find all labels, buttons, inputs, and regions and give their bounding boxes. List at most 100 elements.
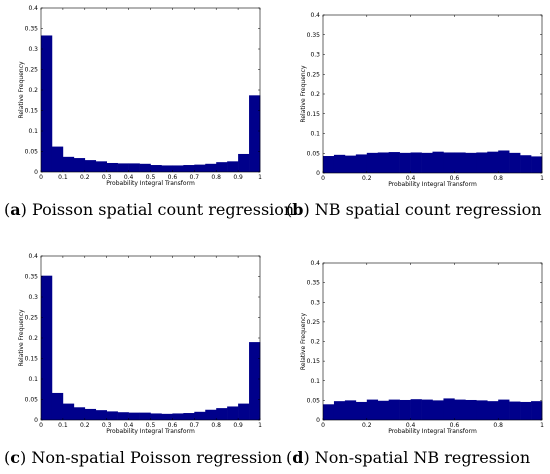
x-tick-label: 0.3 — [102, 422, 112, 429]
bar — [150, 413, 162, 420]
bar — [487, 401, 499, 420]
x-tick-label: 0 — [39, 422, 43, 429]
bar — [84, 408, 97, 420]
y-tick-label: 0.15 — [307, 358, 321, 365]
y-tick-label: 0.3 — [310, 299, 320, 306]
y-axis-label: Relative Frequency — [300, 65, 307, 123]
y-tick-label: 0.3 — [310, 52, 320, 59]
x-axis-label: Probability Integral Transform — [106, 180, 195, 187]
x-tick-label: 0.5 — [146, 174, 156, 181]
bar — [432, 151, 444, 173]
x-tick-label: 0.4 — [406, 175, 416, 182]
bar — [509, 152, 521, 173]
x-tick-label: 0.6 — [168, 422, 178, 429]
bar — [84, 160, 97, 172]
x-axis-label: Probability Integral Transform — [388, 428, 477, 435]
x-tick-label: 0.6 — [168, 174, 178, 181]
caption-a: (a) Poisson spatial count regression — [4, 200, 295, 219]
bar — [139, 412, 151, 420]
y-tick-label: 0.35 — [25, 26, 39, 33]
caption-b: (b) NB spatial count regression — [286, 200, 542, 219]
bar — [366, 399, 379, 420]
y-tick-label: 0.15 — [25, 108, 39, 115]
bar — [95, 161, 107, 172]
y-tick-label: 0.3 — [28, 46, 38, 53]
x-tick-label: 1 — [540, 175, 544, 182]
y-tick-label: 0.3 — [28, 294, 38, 301]
y-tick-label: 0.25 — [307, 71, 321, 78]
x-tick-label: 0.8 — [493, 175, 503, 182]
bar — [51, 392, 64, 420]
bar — [238, 153, 250, 172]
y-tick-label: 0.2 — [28, 335, 38, 342]
bar — [498, 399, 510, 420]
y-tick-label: 0.1 — [310, 131, 320, 138]
bar — [249, 95, 261, 172]
bar — [183, 165, 195, 172]
bar — [520, 401, 532, 420]
y-tick-label: 0.4 — [28, 5, 38, 12]
caption-b-letter: b — [292, 200, 304, 219]
y-tick-label: 0.2 — [310, 91, 320, 98]
bar — [323, 156, 335, 173]
y-tick-label: 0 — [34, 417, 38, 424]
bar — [216, 162, 228, 172]
x-tick-label: 0.7 — [190, 174, 200, 181]
x-tick-label: 0.2 — [80, 174, 90, 181]
x-tick-label: 0.8 — [211, 422, 221, 429]
caption-d: (d) Non-spatial NB regression — [286, 448, 531, 467]
bar — [531, 401, 543, 420]
bar — [139, 163, 151, 172]
x-tick-label: 0.4 — [406, 422, 416, 429]
chart-c: 0 0.1 0.2 0.3 0.4 0.5 0.6 0.7 0.8 0.9 1 0 0.05 0.1 0.1… — [18, 253, 262, 435]
bar — [128, 163, 140, 172]
y-tick-label: 0 — [316, 170, 320, 177]
bar — [333, 154, 346, 173]
bar — [476, 152, 488, 173]
bar — [454, 399, 466, 420]
bar — [161, 413, 173, 420]
bar — [73, 407, 86, 420]
x-tick-label: 0.2 — [80, 422, 90, 429]
x-tick-label: 0 — [39, 174, 43, 181]
bar — [323, 404, 335, 420]
bar — [194, 411, 206, 420]
x-tick-label: 1 — [258, 422, 262, 429]
y-axis-label: Relative Frequency — [18, 309, 25, 367]
bar — [106, 162, 118, 172]
bar — [443, 398, 455, 420]
bar — [377, 152, 389, 173]
bar — [344, 155, 357, 173]
y-tick-label: 0.4 — [310, 260, 320, 267]
axes-frame — [40, 255, 261, 421]
y-tick-label: 0.25 — [25, 67, 39, 74]
caption-c-text: Non-spatial Poisson regression — [26, 448, 283, 467]
x-tick-label: 1 — [540, 422, 544, 429]
bar — [432, 400, 444, 420]
y-tick-label: 0.25 — [25, 315, 39, 322]
caption-d-text: Non-spatial NB regression — [309, 448, 531, 467]
x-tick-label: 0.4 — [124, 422, 134, 429]
y-tick-label: 0.2 — [310, 339, 320, 346]
y-tick-label: 0.35 — [307, 32, 321, 39]
x-tick-label: 0.1 — [58, 422, 68, 429]
bar — [421, 152, 433, 173]
y-tick-label: 0.05 — [307, 150, 321, 157]
y-tick-label: 0.05 — [25, 397, 39, 404]
y-tick-label: 0.4 — [310, 12, 320, 19]
chart-d: 0 0.2 0.4 0.6 0.8 1 0 0.05 0.1 0.15 0.2 0.25 0.3 0.35… — [300, 260, 544, 435]
caption-c-letter: c — [10, 448, 20, 467]
bar — [443, 152, 455, 173]
bar — [509, 401, 521, 420]
bar — [377, 400, 389, 420]
bar — [399, 152, 411, 173]
axes-frame — [322, 14, 543, 174]
bar — [227, 161, 239, 172]
x-tick-label: 0.9 — [233, 174, 243, 181]
bar — [249, 342, 261, 420]
bar — [355, 154, 368, 173]
bar — [172, 413, 184, 420]
bar — [520, 155, 532, 173]
x-tick-label: 0.1 — [58, 174, 68, 181]
